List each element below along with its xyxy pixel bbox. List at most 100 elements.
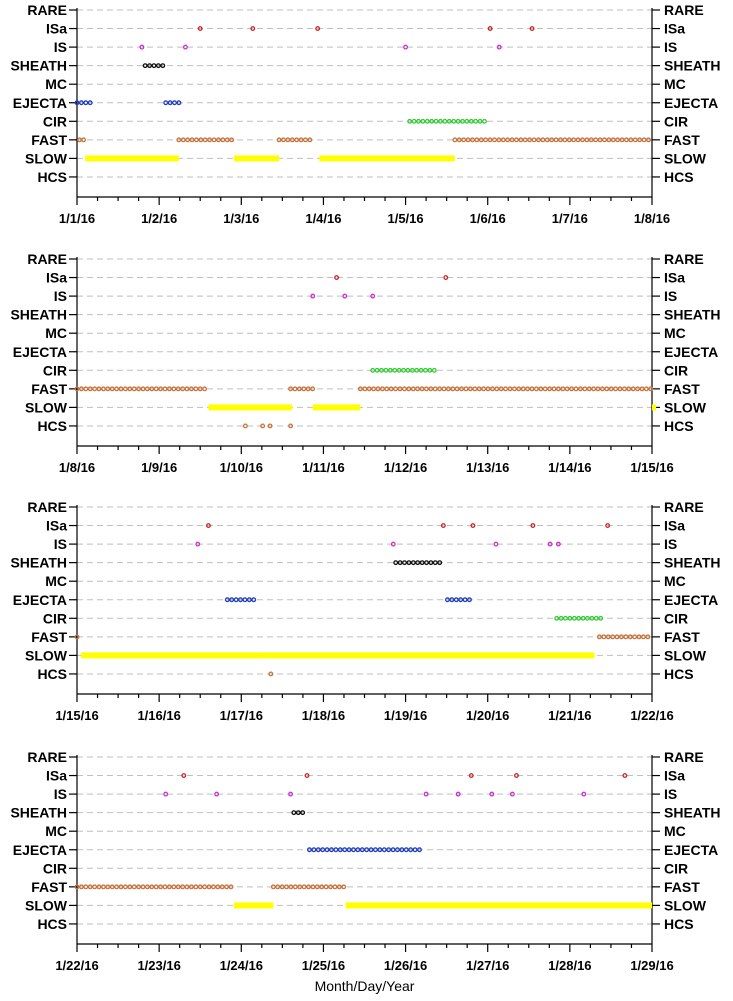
mark-fast-point	[401, 386, 407, 392]
xtick-label: 1/11/16	[302, 460, 345, 475]
mark-fast-point	[92, 386, 98, 392]
mark-sheath-point	[432, 560, 438, 566]
mark-fast-point	[78, 884, 84, 890]
mark-fast-point	[388, 386, 394, 392]
mark-fast-point	[520, 386, 526, 392]
mark-fast-point	[96, 386, 102, 392]
xtick-label: 1/22/16	[55, 958, 98, 973]
ylabel-left-slow: SLOW	[25, 647, 68, 663]
mark-hcs-point	[288, 423, 294, 429]
ylabel-right-fast: FAST	[664, 629, 700, 645]
mark-fast-point	[637, 137, 643, 143]
ylabel-left-sheath: SHEATH	[10, 307, 67, 323]
mark-fast-point	[525, 386, 531, 392]
mark-fast-point	[498, 386, 504, 392]
mark-cir-point	[593, 615, 599, 621]
mark-fast-point	[463, 386, 469, 392]
mark-fast-point	[323, 884, 329, 890]
ylabel-right-is: IS	[664, 786, 677, 802]
mark-isa-point	[181, 773, 187, 778]
ylabel-right-rare: RARE	[664, 499, 704, 515]
mark-fast-point	[481, 386, 487, 392]
ylabel-left-mc: MC	[45, 325, 67, 341]
ylabel-left-cir: CIR	[43, 860, 67, 876]
mark-fast-point	[202, 884, 208, 890]
mark-isa-point	[315, 26, 321, 31]
ylabel-right-ejecta: EJECTA	[664, 95, 718, 111]
ylabel-right-hcs: HCS	[664, 169, 694, 185]
xtick-label: 1/6/16	[470, 211, 506, 226]
mark-is-point	[581, 791, 587, 797]
mark-fast-point	[643, 386, 649, 392]
mark-isa-point	[468, 773, 474, 778]
mark-fast-point	[301, 884, 307, 890]
mark-ejecta-point	[307, 847, 312, 853]
mark-fast-point	[465, 137, 471, 143]
mark-fast-point	[294, 137, 300, 143]
mark-fast-point	[224, 884, 230, 890]
mark-ejecta-point	[467, 597, 472, 603]
mark-ejecta-point	[324, 847, 330, 853]
xtick-label: 1/3/16	[223, 211, 259, 226]
mark-fast-point	[549, 137, 555, 143]
mark-cir-point	[409, 367, 415, 373]
mark-fast-point	[188, 386, 194, 392]
mark-fast-point	[149, 884, 155, 890]
mark-ejecta-point	[315, 847, 321, 853]
ylabel-right-is: IS	[664, 39, 677, 55]
mark-cir-point	[473, 118, 479, 124]
mark-cir-point	[442, 118, 448, 124]
mark-fast-point	[206, 884, 212, 890]
mark-fast-point	[292, 386, 298, 392]
mark-fast-point	[489, 386, 495, 392]
mark-fast-point	[122, 884, 128, 890]
ylabel-right-isa: ISa	[664, 270, 685, 286]
mark-fast-point	[332, 884, 338, 890]
mark-cir-point	[576, 615, 582, 621]
mark-slow-band	[208, 404, 293, 411]
mark-fast-point	[341, 884, 347, 890]
mark-is-point	[310, 293, 316, 299]
mark-fast-point	[450, 386, 456, 392]
ylabel-left-isa: ISa	[46, 270, 67, 286]
mark-fast-point	[305, 386, 311, 392]
mark-fast-point	[601, 634, 607, 640]
mark-fast-point	[509, 137, 515, 143]
mark-fast-point	[197, 386, 203, 392]
mark-fast-point	[547, 386, 553, 392]
mark-is-point	[182, 44, 188, 50]
mark-fast-point	[284, 884, 289, 890]
mark-cir-point	[420, 118, 426, 124]
mark-ejecta-point	[233, 597, 239, 603]
mark-fast-point	[194, 137, 199, 143]
mark-fast-point	[288, 884, 294, 890]
mark-fast-point	[74, 634, 80, 640]
mark-fast-point	[507, 386, 513, 392]
mark-isa-point	[205, 523, 211, 528]
mark-ejecta-point	[408, 847, 414, 853]
mark-fast-point	[118, 386, 124, 392]
mark-hcs-point	[260, 423, 266, 429]
mark-fast-point	[406, 386, 412, 392]
ylabel-left-cir: CIR	[43, 113, 67, 129]
mark-fast-point	[202, 137, 208, 143]
mark-ejecta-point	[364, 847, 370, 853]
mark-fast-point	[109, 386, 115, 392]
xtick-label: 1/10/16	[220, 460, 263, 475]
mark-cir-point	[411, 118, 417, 124]
mark-fast-point	[423, 386, 429, 392]
mark-fast-point	[296, 386, 302, 392]
mark-fast-point	[461, 137, 467, 143]
ylabel-right-fast: FAST	[664, 381, 700, 397]
mark-is-point	[547, 541, 553, 547]
mark-fast-point	[645, 634, 651, 640]
mark-ejecta-point	[449, 597, 455, 603]
mark-cir-point	[407, 118, 413, 124]
ylabel-right-isa: ISa	[664, 768, 685, 784]
mark-fast-point	[639, 386, 645, 392]
mark-fast-point	[618, 634, 624, 640]
xtick-label: 1/8/16	[634, 211, 670, 226]
mark-fast-point	[492, 137, 497, 143]
ylabel-left-mc: MC	[45, 76, 67, 92]
ylabel-right-cir: CIR	[664, 113, 688, 129]
